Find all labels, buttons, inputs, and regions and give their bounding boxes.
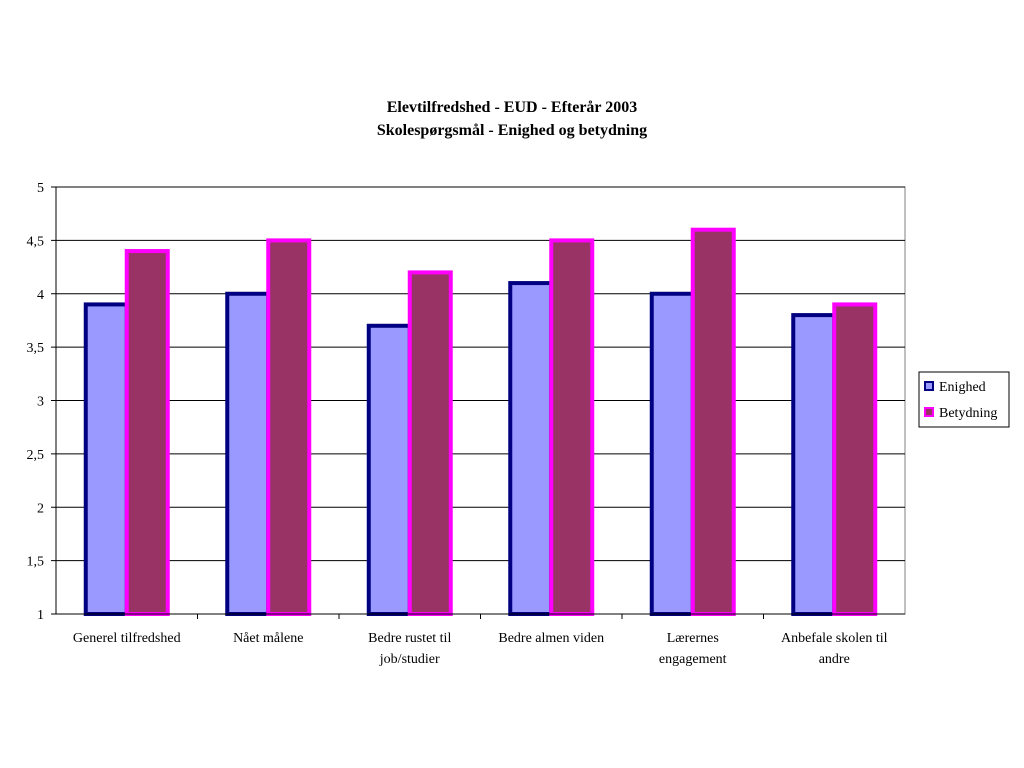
chart-subtitle: Skolespørgsmål - Enighed og betydning (376, 122, 648, 139)
legend-label: Betydning (939, 406, 997, 421)
x-tick-label: Generel tilfredshed (73, 631, 181, 646)
x-tick-label: Bedre rustet til (368, 631, 451, 646)
bar-betydning (549, 238, 595, 616)
bar-enighed (508, 281, 554, 616)
y-tick-label: 3 (37, 395, 44, 410)
legend: Enighed Betydning (918, 371, 1010, 428)
chart-title: Elevtilfredshed - EUD - Efterår 2003 (386, 99, 638, 116)
y-tick-label: 1 (37, 608, 44, 623)
bar-betydning (832, 302, 878, 616)
bar-enighed (83, 302, 129, 616)
bar-enighed (225, 291, 271, 616)
x-tick-label: job/studier (379, 652, 440, 667)
y-tick-labels: 1 1,5 2 2,5 3 3,5 4 4,5 5 (27, 181, 45, 623)
x-tick-label: engagement (659, 652, 727, 667)
x-tick-label: Nået målene (233, 631, 303, 646)
axes (51, 186, 905, 619)
y-tick-label: 4,5 (27, 234, 45, 249)
bar-betydning (690, 227, 736, 616)
x-tick-label: Bedre almen viden (498, 631, 604, 646)
gridlines (56, 186, 905, 562)
x-tick-labels: Generel tilfredshed Nået målene Bedre rust… (73, 631, 888, 667)
y-tick-label: 4 (37, 288, 44, 303)
x-tick-label: andre (819, 652, 850, 667)
bar-enighed (791, 313, 837, 616)
y-tick-label: 5 (37, 181, 44, 196)
x-tick-label: Lærernes (667, 631, 719, 646)
bars (83, 227, 878, 617)
y-tick-label: 3,5 (27, 341, 45, 356)
y-tick-label: 2,5 (27, 448, 45, 463)
legend-swatch (924, 407, 934, 417)
y-tick-label: 2 (37, 501, 44, 516)
x-tick-label: Anbefale skolen til (781, 631, 888, 646)
legend-swatch (924, 381, 934, 391)
y-tick-label: 1,5 (27, 555, 45, 570)
legend-label: Enighed (939, 380, 986, 395)
bar-betydning (124, 249, 170, 617)
bar-enighed (649, 291, 695, 616)
bar-betydning (266, 238, 312, 616)
bar-betydning (407, 270, 453, 616)
bar-enighed (366, 323, 412, 616)
